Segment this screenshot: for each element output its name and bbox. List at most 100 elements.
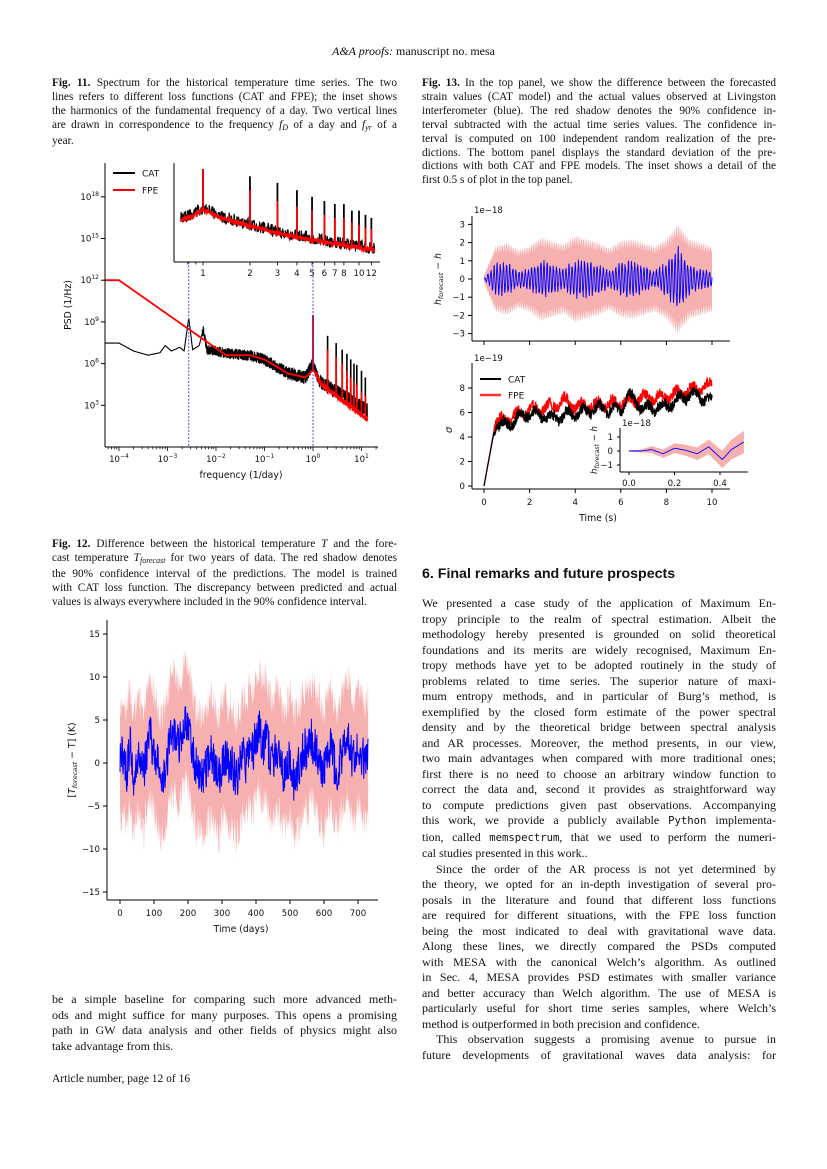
text-segment: this work, we provide a publicly availab…	[422, 813, 669, 827]
text-segment: T	[321, 538, 328, 550]
y-tick-label: 5	[95, 716, 100, 726]
inset-x-tick-label: 6	[322, 269, 327, 279]
y-tick-label: −10	[82, 845, 100, 855]
tick-base: 10	[80, 276, 91, 286]
inset-x-tick-label: 0.0	[622, 479, 636, 489]
tick-base: 10	[84, 401, 95, 411]
y-tick-label: 15	[89, 630, 100, 640]
text-line: and better accuracy than Welch algorithm…	[422, 985, 776, 1000]
y-label-rest: − h	[433, 253, 444, 273]
x-axis-label: frequency (1/day)	[200, 470, 283, 481]
tick-base: 10	[84, 318, 95, 328]
y-tick-label: 8	[460, 384, 465, 394]
text-line: path in GW data analysis and other field…	[52, 1023, 397, 1037]
figure-11-caption: Fig. 11. Spectrum for the historical tem…	[52, 77, 397, 149]
tick-base: 10	[80, 193, 91, 203]
text-line: Fig. 11. Spectrum for the historical tem…	[52, 77, 397, 91]
tick-base: 10	[80, 235, 91, 245]
x-tick-label: 10	[707, 498, 718, 508]
inset-x-tick-label: 2	[247, 269, 252, 279]
inset-x-tick-label: 7	[332, 269, 337, 279]
text-line: exemplified by the closed form estimate …	[422, 704, 776, 719]
y-label-rest: − T] (K)	[67, 722, 78, 761]
text-segment: and the fore-	[327, 538, 397, 550]
series-cat-line	[483, 386, 713, 487]
x-tick-label: 300	[214, 909, 230, 919]
y-tick-label: 109	[84, 316, 99, 328]
axis-offset-label: 1e−18	[474, 206, 503, 216]
text-line: cal studies presented in this work..	[422, 846, 588, 860]
text-segment: f	[279, 118, 283, 131]
text-line: with MESA with the canonical Welch’s alg…	[422, 954, 776, 969]
text-line: posals in the literature and found that …	[422, 892, 776, 907]
text-segment: of a	[371, 118, 397, 131]
x-axis-label: Time (s)	[578, 513, 617, 524]
text-line: being the most indicated to deal with gr…	[422, 923, 776, 938]
inset-y-tick-label: −1	[600, 461, 613, 471]
text-line: with CAT loss function. The discrepancy …	[52, 581, 397, 594]
paragraph: We presented a case study of the applica…	[422, 596, 776, 862]
inset-x-tick-label: 10	[354, 269, 365, 279]
text-line: density and by the theoretical bridge be…	[422, 720, 776, 734]
text-line: interferometer (blue). The red shadow de…	[422, 104, 776, 117]
text-segment: for two years of data. The red shadow de…	[165, 551, 397, 564]
tick-base: 10	[306, 455, 317, 465]
tick-exponent: 1	[365, 453, 369, 460]
y-tick-label: 1	[460, 257, 465, 267]
y-tick-label: −2	[452, 311, 465, 321]
text-segment: Spectrum for the historical temperature …	[90, 77, 397, 89]
text-line: Fig. 13. In the top panel, we show the d…	[422, 77, 776, 91]
text-line: strain values (CAT model) and the actual…	[422, 90, 776, 103]
text-line: correct the data and, second it provides…	[422, 782, 776, 796]
tick-exponent: 3	[95, 399, 99, 406]
text-segment: implementa-	[706, 813, 776, 827]
inset-x-tick-label: 0.4	[713, 479, 727, 489]
y-axis-label: PSD (1/Hz)	[63, 280, 74, 330]
text-line: tion, called memspectrum, that we used t…	[422, 830, 776, 847]
inset-series-fpe	[179, 207, 376, 254]
section-body: We presented a case study of the applica…	[422, 596, 776, 1063]
inset-offset-label: 1e−18	[622, 419, 651, 429]
text-segment: T	[133, 551, 140, 564]
text-segment: D	[282, 122, 289, 132]
text-segment: Difference between the historical temper…	[90, 538, 322, 550]
y-tick-label: 2	[460, 239, 465, 249]
x-tick-label: 0	[481, 498, 486, 508]
text-line: tropy methods have yet to be adopted rou…	[422, 658, 776, 672]
text-line: in Sec. 4, MESA provides PSD estimates w…	[422, 970, 776, 984]
text-line: lines refers to different loss functions…	[52, 90, 397, 103]
figure-12-caption: Fig. 12. Difference between the historic…	[52, 538, 397, 610]
y-label-variable: T	[67, 787, 78, 794]
text-line: method is outperformed in both precision…	[422, 1016, 700, 1031]
y-tick-label: 6	[460, 409, 465, 419]
y-tick-label: 0	[95, 759, 100, 769]
x-tick-label: 10−2	[206, 453, 226, 465]
code-term: Python	[668, 815, 707, 827]
y-tick-label: 10	[89, 673, 100, 683]
tick-base: 10	[158, 455, 169, 465]
tick-exponent: 9	[95, 316, 99, 323]
tick-exponent: 18	[91, 191, 99, 198]
page-footer: Article number, page 12 of 16	[52, 1073, 191, 1085]
text-line: methodology hereby presented is grounded…	[422, 627, 776, 641]
y-tick-label: 1015	[80, 233, 99, 245]
text-line: be a simple baseline for comparing such …	[52, 992, 397, 1006]
y-tick-label: 1012	[80, 274, 99, 286]
legend-label-fpe: FPE	[142, 187, 159, 197]
y-tick-label: −15	[82, 888, 100, 898]
paragraph: This observation suggests a promising av…	[422, 1032, 776, 1063]
text-segment: In the top panel, we show the difference…	[459, 77, 777, 89]
text-segment: are drawn in correspondence to the frequ…	[52, 118, 280, 131]
x-tick-label: 10−3	[158, 453, 178, 465]
y-axis-label: hforecast − h	[433, 253, 445, 305]
y-tick-label: 106	[84, 358, 99, 370]
x-tick-label: 100	[146, 909, 162, 919]
inset-x-tick-label: 12	[366, 269, 377, 279]
text-line: particularly useful for short time serie…	[422, 1001, 776, 1015]
text-segment: cast temperature	[52, 551, 134, 564]
top-panel: −3 −2 −1 0 1 2 3 1e−18 hforecast − h	[433, 206, 730, 345]
legend: CAT FPE	[480, 376, 526, 402]
paragraph: Since the order of the AR process is not…	[422, 862, 776, 1033]
